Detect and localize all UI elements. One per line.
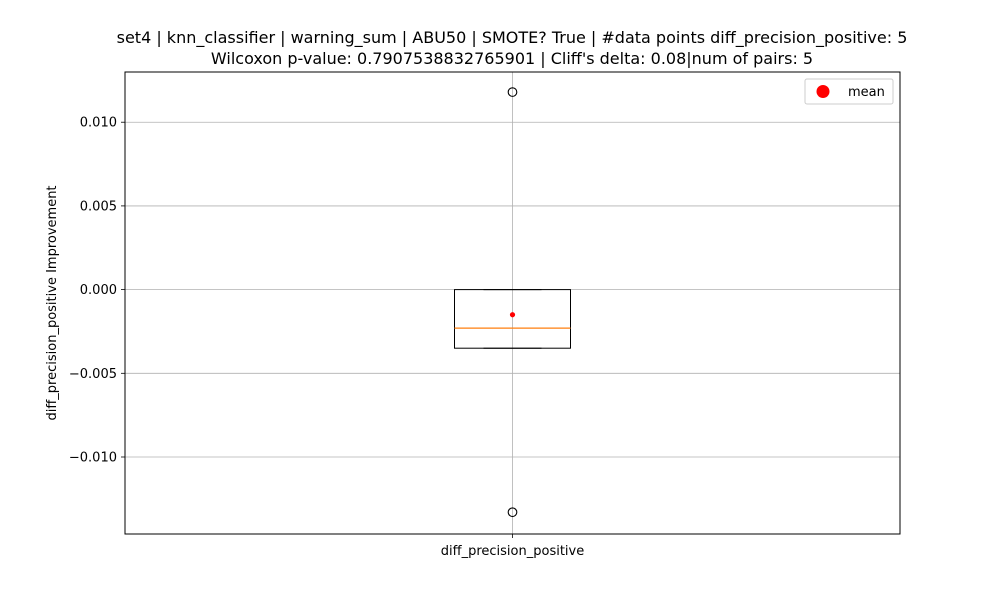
tick-layer: 0.010 0.005 0.000 −0.005 −0.010 diff_precisio… bbox=[69, 116, 584, 559]
legend: mean bbox=[804, 78, 894, 105]
chart-title: set4 | knn_classifier | warning_sum | AB… bbox=[117, 28, 908, 48]
y-tick-label: −0.010 bbox=[69, 451, 117, 466]
outlier-point bbox=[507, 507, 518, 518]
y-tick-label: 0.000 bbox=[80, 283, 117, 298]
legend-mean-label: mean bbox=[848, 85, 885, 100]
grid-layer bbox=[125, 72, 900, 534]
chart-subtitle: Wilcoxon p-value: 0.7907538832765901 | C… bbox=[211, 49, 813, 68]
y-tick-label: 0.010 bbox=[80, 116, 117, 131]
legend-frame bbox=[804, 78, 894, 105]
legend-mean-marker bbox=[816, 85, 830, 98]
box-body bbox=[454, 289, 571, 349]
y-axis-label: diff_precision_positive Improvement bbox=[45, 185, 60, 420]
mean-point bbox=[509, 312, 516, 318]
y-tick-label: −0.005 bbox=[69, 367, 117, 382]
box-layer bbox=[454, 87, 571, 518]
outlier-point bbox=[507, 87, 518, 97]
y-tick-label: 0.005 bbox=[80, 199, 117, 214]
x-tick-label: diff_precision_positive bbox=[441, 544, 584, 559]
